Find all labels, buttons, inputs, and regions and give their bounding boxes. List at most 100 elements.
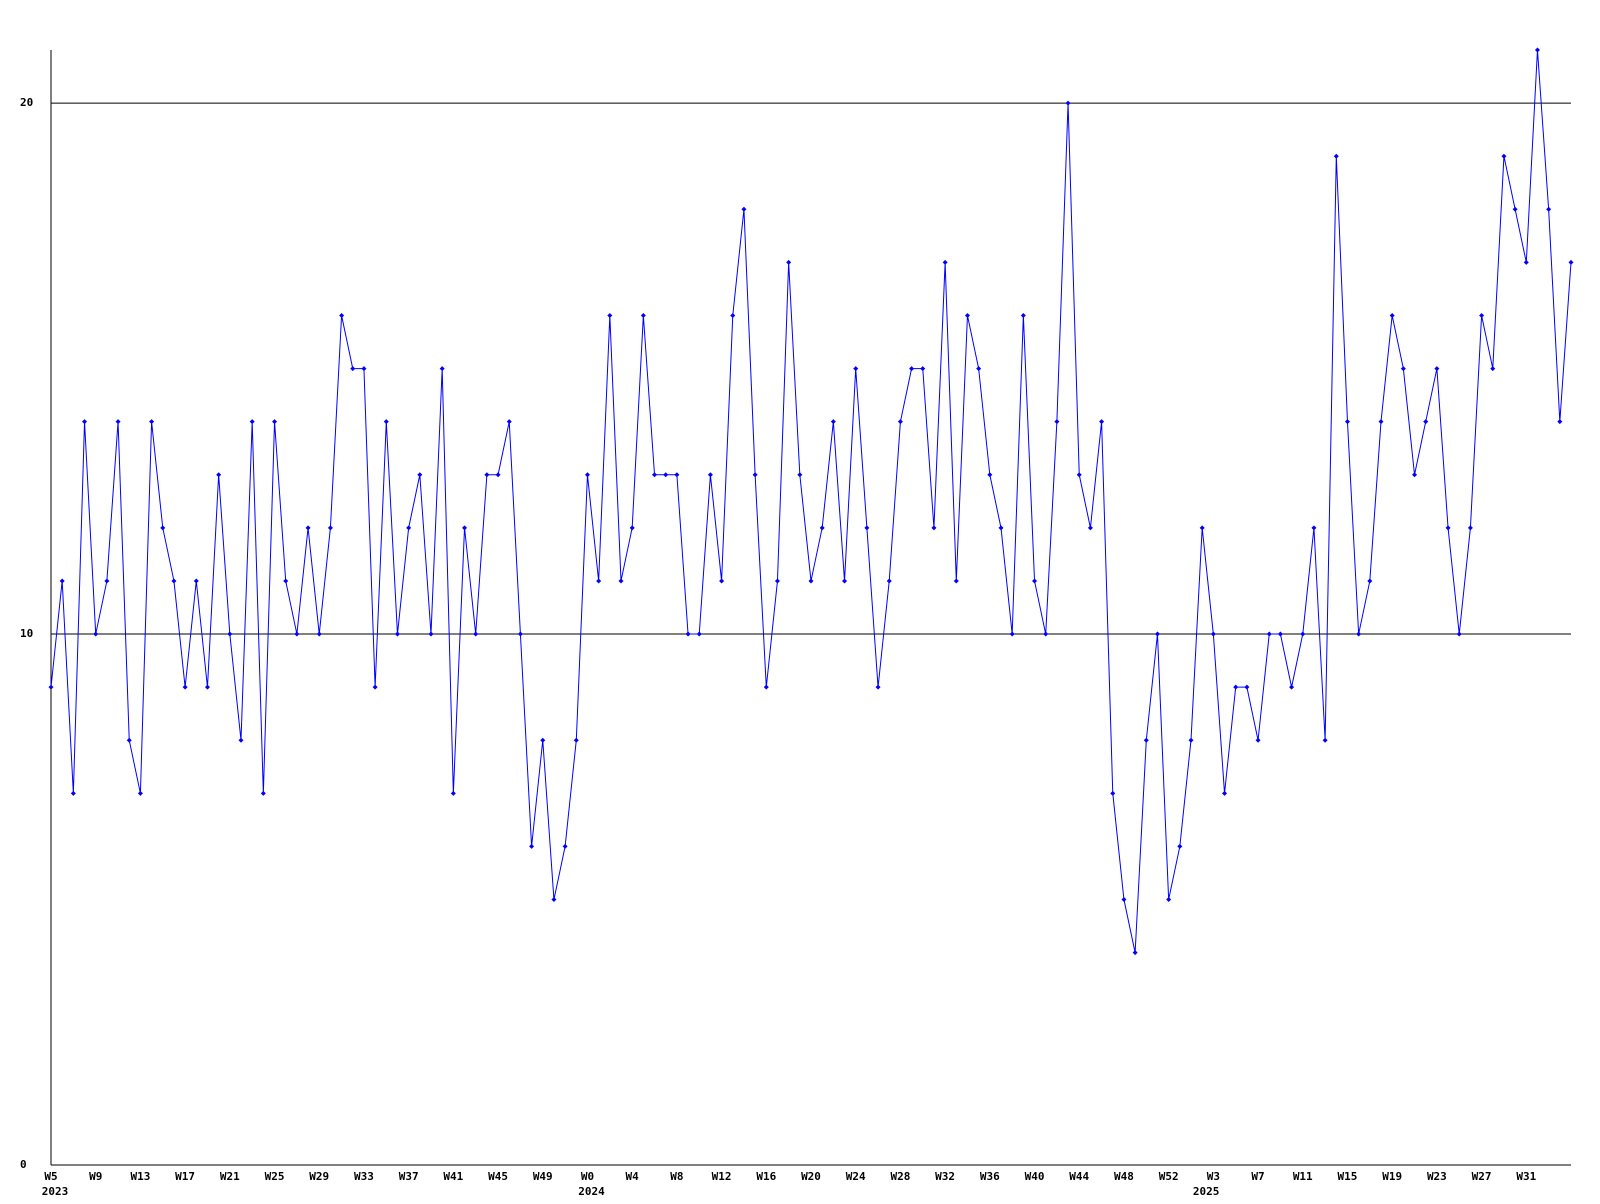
data-point [316,631,322,637]
data-point [1378,419,1384,425]
data-point [763,684,769,690]
data-point [1300,631,1306,637]
data-point [663,472,669,478]
data-point [1523,259,1529,265]
data-point [1557,419,1563,425]
data-point [305,525,311,531]
data-point [976,366,982,372]
data-point [450,790,456,796]
data-point [931,525,937,531]
data-point [182,684,188,690]
data-point [1322,737,1328,743]
data-point [495,472,501,478]
data-point [640,312,646,318]
x-tick-label: W48 [1114,1170,1134,1183]
data-point [1009,631,1015,637]
x-tick-label: W37 [399,1170,419,1183]
data-point [249,419,255,425]
data-point [417,472,423,478]
data-point [1121,897,1127,903]
data-point [1199,525,1205,531]
data-point [1445,525,1451,531]
data-point [1456,631,1462,637]
data-point [327,525,333,531]
data-point [540,737,546,743]
data-point [439,366,445,372]
data-point [1490,366,1496,372]
data-point [406,525,412,531]
data-point [1546,206,1552,212]
data-point [1177,843,1183,849]
data-point [1132,950,1138,956]
data-point [1412,472,1418,478]
data-point [82,419,88,425]
data-point [272,419,278,425]
data-point [394,631,400,637]
data-point [752,472,758,478]
data-point [1356,631,1362,637]
x-tick-label: W45 [488,1170,508,1183]
data-point [294,631,300,637]
data-point [909,366,915,372]
data-point [1389,312,1395,318]
data-point [1244,684,1250,690]
data-point [283,578,289,584]
data-point [942,259,948,265]
data-point [1333,153,1339,159]
data-point [372,684,378,690]
x-tick-label: W33 [354,1170,374,1183]
data-point [875,684,881,690]
data-point [1367,578,1373,584]
data-point [204,684,210,690]
x-tick-label: W0 [581,1170,594,1183]
data-point [1266,631,1272,637]
data-point [115,419,121,425]
data-point [786,259,792,265]
x-tick-label: W36 [980,1170,1000,1183]
x-tick-label: W25 [265,1170,285,1183]
x-tick-label: W31 [1516,1170,1536,1183]
data-point [853,366,859,372]
data-point [1423,419,1429,425]
data-point [473,631,479,637]
data-point [953,578,959,584]
x-tick-label: W9 [89,1170,102,1183]
data-point [216,472,222,478]
x-tick-label: W4 [626,1170,640,1183]
y-tick-label: 0 [20,1158,27,1171]
data-point [1289,684,1295,690]
x-tick-label: W29 [309,1170,329,1183]
data-point [126,737,132,743]
x-tick-label: W17 [175,1170,195,1183]
data-point [1143,737,1149,743]
data-point [70,790,76,796]
data-point [160,525,166,531]
data-point [707,472,713,478]
data-point [1479,312,1485,318]
x-tick-label: W19 [1382,1170,1402,1183]
data-point [1277,631,1283,637]
data-point [596,578,602,584]
data-point [1501,153,1507,159]
x-tick-label: W24 [846,1170,866,1183]
data-point [517,631,523,637]
x-tick-label: W41 [443,1170,463,1183]
data-point [238,737,244,743]
data-point [1020,312,1026,318]
data-point [629,525,635,531]
data-point [842,578,848,584]
data-point [1043,631,1049,637]
data-point [584,472,590,478]
data-point [339,312,345,318]
x-tick-label: W40 [1025,1170,1045,1183]
data-point [808,578,814,584]
data-point [719,578,725,584]
x-tick-label: W27 [1472,1170,1492,1183]
x-tick-label: W52 [1159,1170,1179,1183]
data-point [652,472,658,478]
x-tick-label: W32 [935,1170,955,1183]
data-point [1076,472,1082,478]
x-tick-label: W15 [1338,1170,1358,1183]
data-point [607,312,613,318]
